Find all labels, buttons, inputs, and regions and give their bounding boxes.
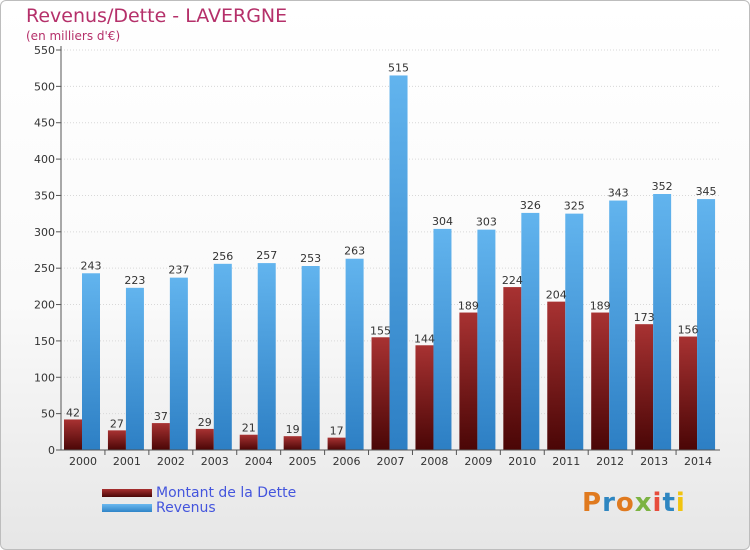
bar-dette xyxy=(547,301,566,450)
x-tick-label: 2014 xyxy=(684,455,712,468)
data-label-revenus: 326 xyxy=(520,199,541,212)
bar-revenus xyxy=(609,200,628,450)
bar-revenus xyxy=(345,258,364,450)
bar-dette xyxy=(679,336,698,450)
labels: 0 50 100 150 200 250 300 350 400 450 500 550 2000 42 2… xyxy=(34,44,717,468)
data-label-revenus: 304 xyxy=(432,215,453,228)
data-label-dette: 19 xyxy=(286,423,300,436)
x-tick-label: 2010 xyxy=(508,455,536,468)
x-tick-label: 2002 xyxy=(157,455,185,468)
y-tick-label: 250 xyxy=(34,262,55,275)
bar-revenus xyxy=(433,228,452,450)
x-tick-label: 2004 xyxy=(245,455,273,468)
bars xyxy=(64,75,716,451)
data-label-dette: 156 xyxy=(678,324,699,337)
data-label-dette: 204 xyxy=(546,289,567,302)
data-label-revenus: 515 xyxy=(388,61,409,74)
bar-revenus xyxy=(389,75,408,451)
data-label-dette: 224 xyxy=(502,274,523,287)
data-label-dette: 189 xyxy=(458,300,479,313)
data-label-dette: 144 xyxy=(414,332,435,345)
y-tick-label: 550 xyxy=(34,44,55,57)
y-tick-label: 0 xyxy=(48,444,55,457)
x-tick-label: 2007 xyxy=(377,455,405,468)
bar-dette xyxy=(327,437,346,450)
legend-swatch-revenus xyxy=(102,504,152,512)
x-tick-label: 2006 xyxy=(333,455,361,468)
data-label-revenus: 243 xyxy=(81,259,102,272)
bar-revenus xyxy=(653,194,672,450)
legend-swatch-dette xyxy=(102,489,152,497)
y-tick-label: 450 xyxy=(34,117,55,130)
data-label-dette: 27 xyxy=(110,417,124,430)
y-tick-label: 200 xyxy=(34,299,55,312)
bar-revenus xyxy=(521,212,540,450)
data-label-revenus: 263 xyxy=(344,245,365,258)
data-label-dette: 189 xyxy=(590,300,611,313)
data-label-revenus: 253 xyxy=(300,252,321,265)
bar-dette xyxy=(283,436,302,450)
x-tick-label: 2001 xyxy=(113,455,141,468)
bar-revenus xyxy=(213,263,232,450)
x-tick-label: 2005 xyxy=(289,455,317,468)
bar-dette xyxy=(151,423,170,450)
bar-dette xyxy=(635,324,654,450)
y-tick-label: 300 xyxy=(34,226,55,239)
legend-label-revenus: Revenus xyxy=(156,500,216,516)
x-tick-label: 2009 xyxy=(464,455,492,468)
bar-dette xyxy=(591,312,610,450)
data-label-revenus: 325 xyxy=(564,200,585,213)
bar-revenus xyxy=(301,266,320,450)
bar-dette xyxy=(239,434,258,450)
bar-dette xyxy=(415,345,434,450)
proxiti-logo: Proxiti xyxy=(582,488,686,518)
axes xyxy=(56,46,720,455)
x-tick-label: 2000 xyxy=(69,455,97,468)
x-tick-label: 2003 xyxy=(201,455,229,468)
data-label-revenus: 257 xyxy=(256,249,277,262)
legend-label-dette: Montant de la Dette xyxy=(156,485,297,501)
data-label-revenus: 223 xyxy=(124,274,145,287)
bar-revenus xyxy=(565,213,584,450)
bar-revenus xyxy=(125,287,144,450)
data-label-revenus: 343 xyxy=(608,187,629,200)
data-label-revenus: 237 xyxy=(168,264,189,277)
x-tick-label: 2013 xyxy=(640,455,668,468)
bar-dette xyxy=(64,419,82,450)
chart-title: Revenus/Dette - LAVERGNE xyxy=(26,5,288,27)
y-tick-label: 150 xyxy=(34,335,55,348)
data-label-dette: 155 xyxy=(370,324,391,337)
y-tick-label: 50 xyxy=(41,408,55,421)
bar-dette xyxy=(107,430,126,450)
data-label-dette: 37 xyxy=(154,410,168,423)
bar-revenus xyxy=(477,229,496,450)
y-tick-label: 500 xyxy=(34,80,55,93)
y-tick-label: 350 xyxy=(34,189,55,202)
data-label-dette: 42 xyxy=(66,406,80,419)
x-tick-label: 2011 xyxy=(552,455,580,468)
chart-subtitle: (en milliers d'€) xyxy=(26,29,121,43)
y-tick-label: 400 xyxy=(34,153,55,166)
bar-revenus xyxy=(169,277,188,450)
x-tick-label: 2012 xyxy=(596,455,624,468)
bar-dette xyxy=(503,287,522,450)
data-label-dette: 29 xyxy=(198,416,212,429)
bar-revenus xyxy=(257,263,276,450)
data-label-dette: 21 xyxy=(242,422,256,435)
bar-dette xyxy=(459,312,478,450)
data-label-revenus: 352 xyxy=(652,180,673,193)
y-tick-label: 100 xyxy=(34,371,55,384)
bar-dette xyxy=(371,337,390,450)
data-label-revenus: 256 xyxy=(212,250,233,263)
bar-revenus xyxy=(697,199,716,450)
data-label-revenus: 345 xyxy=(696,185,717,198)
bar-dette xyxy=(195,428,214,450)
data-label-dette: 17 xyxy=(330,425,344,438)
bar-revenus xyxy=(82,273,100,450)
data-label-revenus: 303 xyxy=(476,216,497,229)
x-tick-label: 2008 xyxy=(420,455,448,468)
data-label-dette: 173 xyxy=(634,311,655,324)
